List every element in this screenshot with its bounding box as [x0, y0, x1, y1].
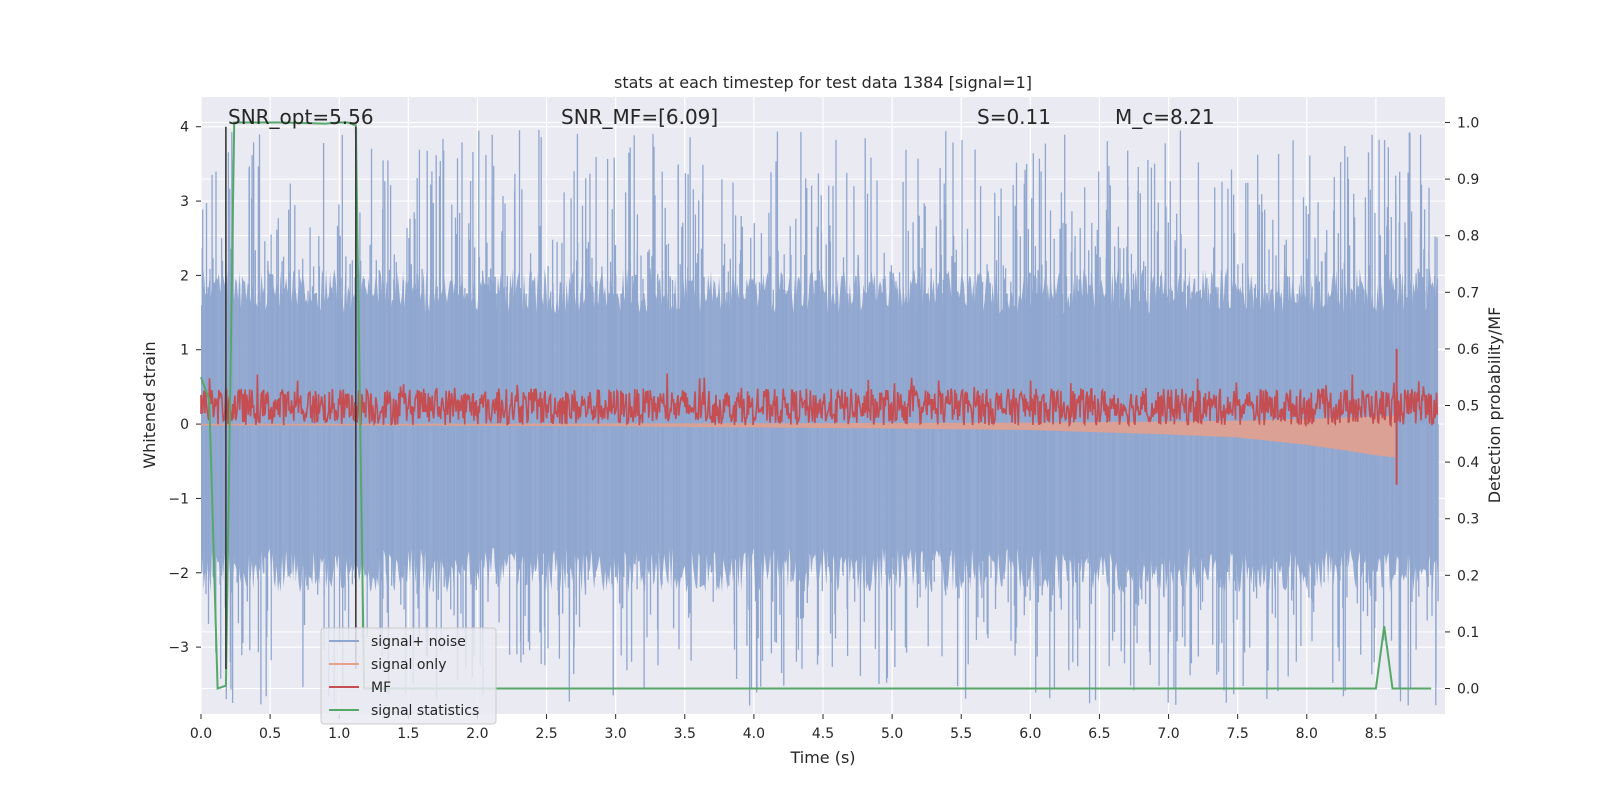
legend-label-signal-statistics: signal statistics [371, 703, 479, 719]
x-tick-label: 6.0 [1019, 726, 1041, 742]
x-tick-label: 4.0 [743, 726, 765, 742]
y2-tick-label: 0.8 [1457, 229, 1479, 245]
x-tick-label: 5.5 [950, 726, 972, 742]
annotation-spin: S=0.11 [977, 105, 1051, 129]
vertical-markers [225, 126, 357, 669]
axis-ticks: 0.0 0.5 1.0 1.5 2.0 2.5 3.0 3.5 4.0 4.5 5.0 5.5 6.0 6… [168, 115, 1479, 742]
x-tick-label: 3.0 [605, 726, 627, 742]
legend-box [320, 627, 497, 725]
x-tick-label: 3.5 [674, 726, 696, 742]
y-tick-label: 0 [180, 417, 189, 433]
x-tick-label: 2.0 [466, 726, 488, 742]
y2-tick-label: 0.4 [1457, 455, 1479, 471]
y2-axis-label: Detection probability/MF [1485, 307, 1504, 504]
legend: signal+ noise signal only MF signal stat… [320, 627, 497, 725]
annotation-snr-mf: SNR_MF=[6.09] [561, 105, 718, 129]
y2-tick-label: 0.1 [1457, 625, 1479, 641]
y2-tick-label: 0.3 [1457, 512, 1479, 528]
x-tick-label: 1.5 [397, 726, 419, 742]
signal-only-envelope [201, 415, 1396, 458]
y-tick-label: 1 [180, 343, 189, 359]
x-axis-label: Time (s) [789, 748, 855, 767]
noise-spikes [201, 129, 1439, 706]
legend-label-signal-only: signal only [371, 657, 446, 673]
x-tick-label: 2.5 [535, 726, 557, 742]
y-tick-label: 4 [180, 120, 189, 136]
x-tick-label: 4.5 [812, 726, 834, 742]
series-signal-only [201, 415, 1396, 458]
series-signal-noise [201, 129, 1439, 706]
y-tick-label: 3 [180, 194, 189, 210]
y-tick-label: 2 [180, 268, 189, 284]
chart-title: stats at each timestep for test data 138… [614, 73, 1032, 92]
x-tick-label: 0.0 [190, 726, 212, 742]
legend-label-signal-noise: signal+ noise [371, 634, 466, 650]
annotation-snr-opt: SNR_opt=5.56 [228, 105, 374, 129]
annotations: SNR_opt=5.56 SNR_MF=[6.09] S=0.11 M_c=8.… [228, 105, 1215, 129]
series-mf [200, 348, 1439, 485]
y2-tick-label: 0.7 [1457, 285, 1479, 301]
x-tick-label: 7.0 [1157, 726, 1179, 742]
x-tick-label: 8.5 [1365, 726, 1387, 742]
mf-trace [200, 373, 1439, 428]
annotation-chirp-mass: M_c=8.21 [1115, 105, 1215, 129]
y2-tick-label: 0.5 [1457, 399, 1479, 415]
y-axis-label: Whitened strain [140, 341, 159, 468]
y2-tick-label: 0.9 [1457, 172, 1479, 188]
y2-tick-label: 0.6 [1457, 342, 1479, 358]
x-tick-label: 1.0 [328, 726, 350, 742]
x-tick-label: 7.5 [1227, 726, 1249, 742]
y2-tick-label: 0.0 [1457, 682, 1479, 698]
x-tick-label: 8.0 [1296, 726, 1318, 742]
y-tick-label: −1 [168, 491, 189, 507]
y-tick-label: −2 [168, 566, 189, 582]
y2-tick-label: 1.0 [1457, 115, 1479, 131]
x-tick-label: 0.5 [259, 726, 281, 742]
x-tick-label: 6.5 [1088, 726, 1110, 742]
y-tick-label: −3 [168, 640, 189, 656]
x-tick-label: 5.0 [881, 726, 903, 742]
y2-tick-label: 0.2 [1457, 568, 1479, 584]
legend-label-mf: MF [371, 680, 391, 696]
